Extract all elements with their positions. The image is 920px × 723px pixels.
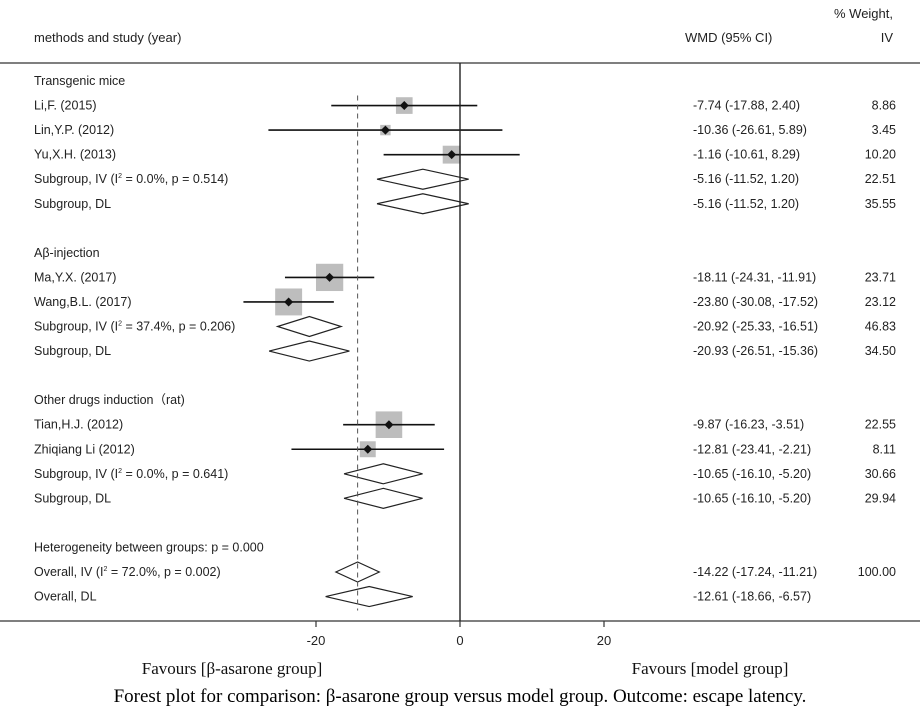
study-point-estimate: [399, 101, 409, 111]
heterogeneity-text: Heterogeneity between groups: p = 0.000: [34, 540, 264, 554]
x-axis-tick-label: 20: [597, 633, 611, 648]
favours-left-label: Favours [β-asarone group]: [142, 659, 322, 678]
study-point-estimate: [380, 125, 390, 135]
weight-value: 8.11: [873, 442, 896, 456]
weight-value: 10.20: [865, 148, 896, 162]
effect-ci-value: -9.87 (-16.23, -3.51): [693, 418, 804, 432]
study-label: Tian,H.J. (2012): [34, 418, 123, 432]
study-point-estimate: [325, 272, 335, 282]
pooled-estimate-diamond: [376, 193, 469, 215]
effect-ci-value: -5.16 (-11.52, 1.20): [693, 172, 799, 186]
study-point-estimate: [384, 420, 394, 430]
pooled-estimate-diamond: [343, 463, 423, 485]
effect-ci-value: -1.16 (-10.61, 8.29): [693, 148, 800, 162]
weight-value: 100.00: [858, 565, 896, 579]
effect-ci-value: -23.80 (-30.08, -17.52): [693, 295, 818, 309]
pooled-label: Subgroup, IV (I2 = 37.4%, p = 0.206): [34, 320, 235, 334]
effect-ci-value: -10.65 (-16.10, -5.20): [693, 467, 811, 481]
favours-right-label: Favours [model group]: [632, 659, 789, 678]
effect-ci-value: -20.93 (-26.51, -15.36): [693, 344, 818, 358]
subgroup-heading: Other drugs induction（rat): [34, 393, 185, 407]
study-label: Wang,B.L. (2017): [34, 295, 132, 309]
pooled-label: Overall, DL: [34, 590, 97, 604]
subgroup-heading: Aβ-injection: [34, 246, 100, 260]
study-point-estimate: [447, 150, 457, 160]
effect-ci-value: -18.11 (-24.31, -11.91): [693, 270, 816, 284]
pooled-estimate-diamond: [334, 561, 381, 583]
weight-value: 3.45: [872, 123, 896, 137]
weight-value: 23.71: [865, 270, 896, 284]
pooled-label: Subgroup, DL: [34, 491, 111, 505]
effect-ci-value: -20.92 (-25.33, -16.51): [693, 320, 818, 334]
header-weight-column-line1: % Weight,: [834, 6, 893, 21]
pooled-label: Subgroup, DL: [34, 344, 111, 358]
pooled-label: Subgroup, DL: [34, 197, 111, 211]
header-weight-column-line2: IV: [881, 30, 894, 45]
weight-value: 8.86: [872, 99, 896, 113]
header-effect-column: WMD (95% CI): [685, 30, 772, 45]
effect-ci-value: -10.65 (-16.10, -5.20): [693, 491, 811, 505]
pooled-estimate-diamond: [343, 487, 423, 509]
pooled-estimate-diamond: [275, 315, 344, 338]
pooled-estimate-diamond: [268, 340, 350, 362]
weight-value: 30.66: [865, 467, 896, 481]
figure-caption: Forest plot for comparison: β-asarone gr…: [113, 686, 807, 707]
study-label: Lin,Y.P. (2012): [34, 123, 114, 137]
forest-plot: methods and study (year) WMD (95% CI) % …: [0, 6, 920, 678]
pooled-estimate-diamond: [325, 585, 413, 608]
weight-value: 35.55: [865, 197, 896, 211]
study-label: Yu,X.H. (2013): [34, 148, 116, 162]
weight-value: 23.12: [865, 295, 896, 309]
study-label: Zhiqiang Li (2012): [34, 442, 135, 456]
weight-value: 29.94: [865, 491, 896, 505]
study-label: Li,F. (2015): [34, 99, 97, 113]
subgroup-heading: Transgenic mice: [34, 74, 125, 88]
weight-value: 22.51: [865, 172, 896, 186]
study-point-estimate: [284, 297, 294, 307]
header-study-column: methods and study (year): [34, 30, 181, 45]
pooled-label: Subgroup, IV (I2 = 0.0%, p = 0.641): [34, 467, 228, 481]
weight-value: 22.55: [865, 418, 896, 432]
x-axis-tick-label: -20: [307, 633, 326, 648]
weight-value: 46.83: [865, 320, 896, 334]
pooled-label: Overall, IV (I2 = 72.0%, p = 0.002): [34, 565, 221, 579]
effect-ci-value: -10.36 (-26.61, 5.89): [693, 123, 807, 137]
effect-ci-value: -7.74 (-17.88, 2.40): [693, 99, 800, 113]
effect-ci-value: -5.16 (-11.52, 1.20): [693, 197, 799, 211]
pooled-label: Subgroup, IV (I2 = 0.0%, p = 0.514): [34, 172, 228, 186]
effect-ci-value: -14.22 (-17.24, -11.21): [693, 565, 817, 579]
x-axis-tick-label: 0: [456, 633, 463, 648]
study-point-estimate: [363, 444, 373, 454]
weight-value: 34.50: [865, 344, 896, 358]
effect-ci-value: -12.61 (-18.66, -6.57): [693, 590, 811, 604]
study-label: Ma,Y.X. (2017): [34, 270, 116, 284]
pooled-estimate-diamond: [376, 168, 469, 190]
effect-ci-value: -12.81 (-23.41, -2.21): [693, 442, 811, 456]
